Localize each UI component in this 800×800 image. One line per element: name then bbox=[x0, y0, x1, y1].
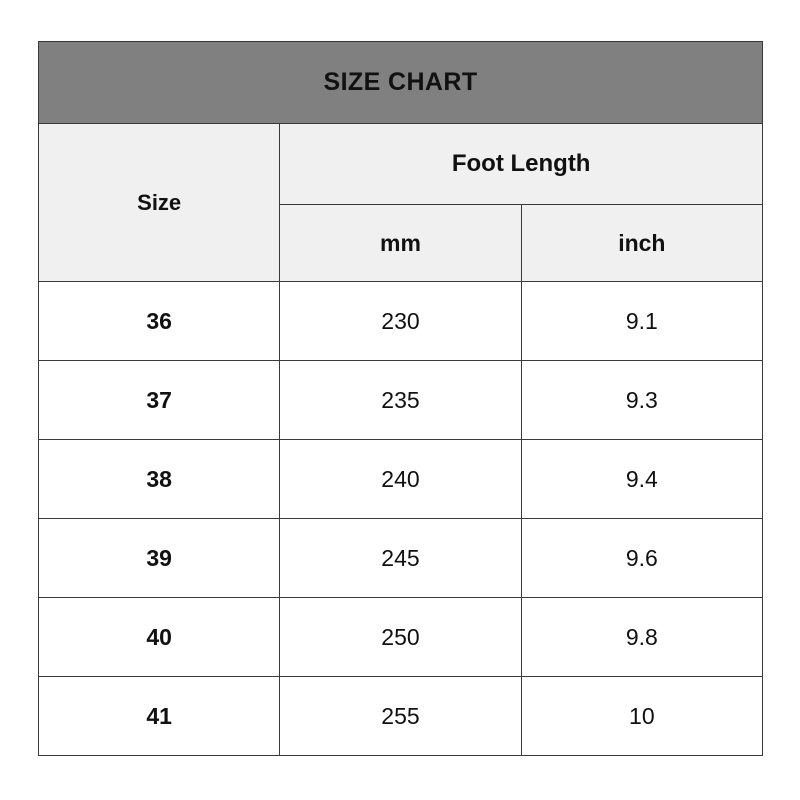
size-chart-container: SIZE CHART Size Foot Length mm inch 36 2… bbox=[37, 41, 764, 756]
cell-inch: 9.4 bbox=[520, 439, 764, 519]
cell-mm: 255 bbox=[279, 676, 522, 756]
cell-mm: 245 bbox=[279, 518, 522, 598]
table-row: 40 250 9.8 bbox=[37, 597, 764, 677]
column-header-size: Size bbox=[37, 123, 281, 282]
table-row: 39 245 9.6 bbox=[37, 518, 764, 598]
header-row-units: mm inch bbox=[39, 204, 764, 282]
chart-title: SIZE CHART bbox=[38, 41, 763, 124]
cell-inch: 9.3 bbox=[520, 360, 764, 440]
cell-size: 38 bbox=[37, 439, 281, 519]
title-row: SIZE CHART bbox=[38, 41, 763, 124]
cell-size: 40 bbox=[37, 597, 281, 677]
cell-inch: 10 bbox=[520, 676, 764, 756]
table-row: 36 230 9.1 bbox=[37, 281, 764, 361]
cell-size: 41 bbox=[37, 676, 281, 756]
table-row: 38 240 9.4 bbox=[37, 439, 764, 519]
cell-mm: 240 bbox=[279, 439, 522, 519]
size-chart-table: SIZE CHART Size Foot Length mm inch 36 2… bbox=[37, 41, 764, 756]
table-row: 37 235 9.3 bbox=[37, 360, 764, 440]
column-header-inch: inch bbox=[520, 204, 764, 282]
cell-mm: 230 bbox=[279, 281, 522, 361]
cell-inch: 9.1 bbox=[520, 281, 764, 361]
column-header-mm: mm bbox=[279, 204, 522, 282]
cell-mm: 250 bbox=[279, 597, 522, 677]
cell-size: 39 bbox=[37, 518, 281, 598]
cell-size: 36 bbox=[37, 281, 281, 361]
cell-mm: 235 bbox=[279, 360, 522, 440]
cell-inch: 9.6 bbox=[520, 518, 764, 598]
cell-inch: 9.8 bbox=[520, 597, 764, 677]
header-row-primary: Size Foot Length bbox=[37, 123, 763, 282]
column-group-header-foot-length: Foot Length bbox=[279, 123, 763, 205]
cell-size: 37 bbox=[37, 360, 281, 440]
table-row: 41 255 10 bbox=[37, 676, 764, 756]
